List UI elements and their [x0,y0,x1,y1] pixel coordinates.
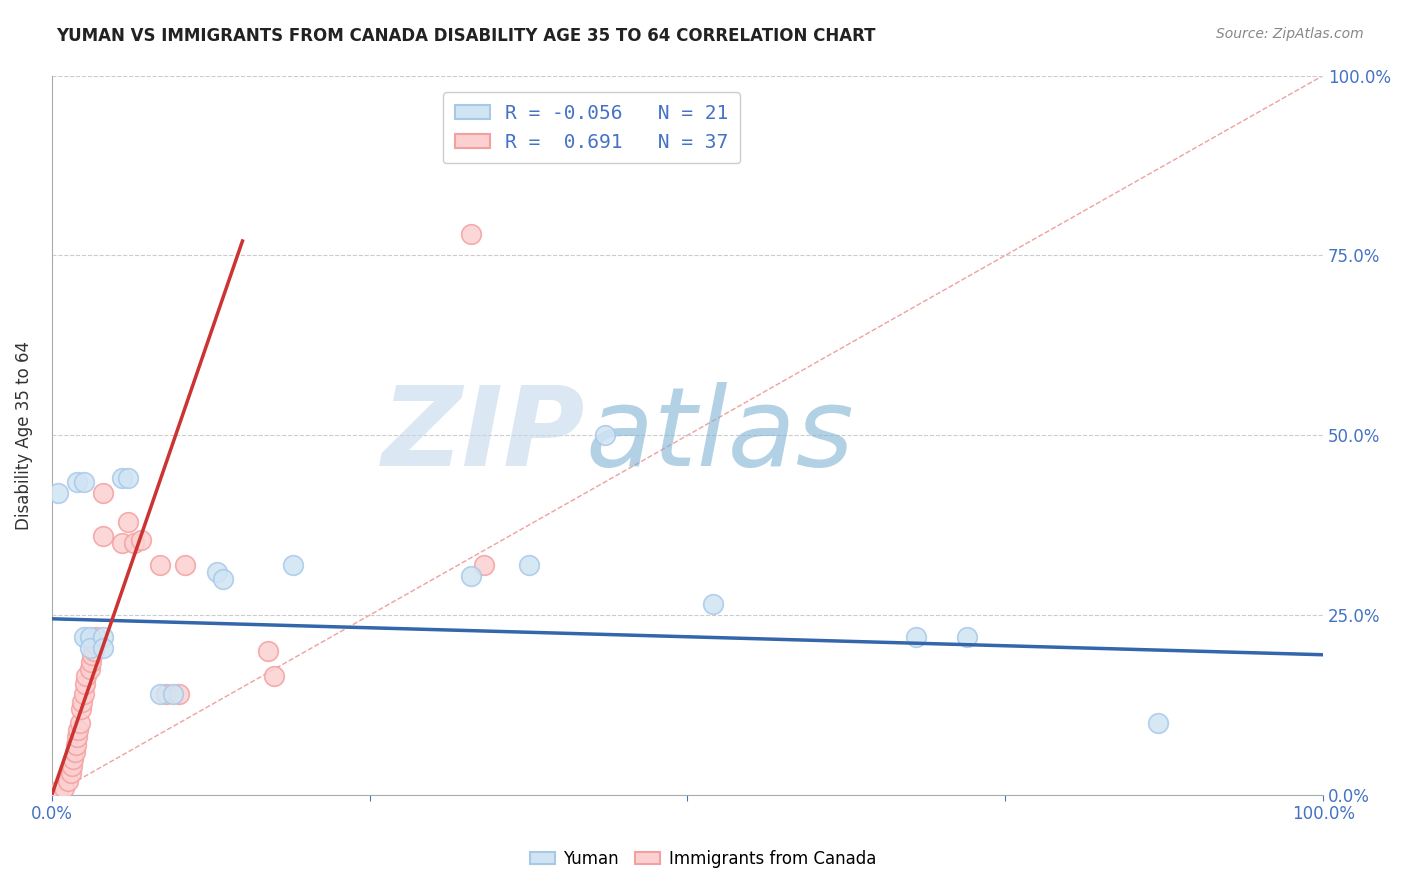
Point [517,558,540,572]
Legend: Yuman, Immigrants from Canada: Yuman, Immigrants from Canada [523,844,883,875]
Point [117,471,139,485]
Point [79,662,101,676]
Point [91,529,114,543]
Point [58,773,80,788]
Point [111,471,134,485]
Text: atlas: atlas [586,382,855,489]
Point [73,676,96,690]
Point [174,558,197,572]
Point [111,536,134,550]
Point [67,723,90,738]
Point [472,558,495,572]
Legend: R = -0.056   N = 21, R =  0.691   N = 37: R = -0.056 N = 21, R = 0.691 N = 37 [443,93,740,163]
Point [53,780,76,795]
Point [75,669,97,683]
Point [905,630,928,644]
Point [263,669,285,683]
Point [162,687,184,701]
Point [83,644,105,658]
Point [62,752,84,766]
Point [84,630,107,644]
Point [956,630,979,644]
Point [80,655,103,669]
Point [65,738,87,752]
Point [124,536,146,550]
Point [593,428,616,442]
Point [91,630,114,644]
Point [479,104,502,119]
Point [72,687,94,701]
Point [91,640,114,655]
Point [79,630,101,644]
Point [1147,716,1170,731]
Point [205,565,228,579]
Point [129,533,152,547]
Point [167,687,190,701]
Point [66,475,89,489]
Point [283,558,305,572]
Text: YUMAN VS IMMIGRANTS FROM CANADA DISABILITY AGE 35 TO 64 CORRELATION CHART: YUMAN VS IMMIGRANTS FROM CANADA DISABILI… [56,27,876,45]
Point [460,227,482,241]
Point [79,640,101,655]
Point [91,486,114,500]
Point [46,486,69,500]
Point [149,558,172,572]
Point [212,572,235,586]
Point [66,731,89,745]
Point [84,637,107,651]
Point [60,759,83,773]
Y-axis label: Disability Age 35 to 64: Disability Age 35 to 64 [15,341,32,530]
Point [59,766,82,780]
Point [460,568,482,582]
Point [257,644,280,658]
Text: ZIP: ZIP [382,382,586,489]
Point [702,598,724,612]
Point [72,475,94,489]
Point [70,702,93,716]
Point [63,745,86,759]
Point [72,630,94,644]
Point [149,687,172,701]
Point [46,784,69,798]
Text: Source: ZipAtlas.com: Source: ZipAtlas.com [1216,27,1364,41]
Point [69,716,91,731]
Point [72,694,94,708]
Point [155,687,177,701]
Point [117,515,139,529]
Point [82,648,104,662]
